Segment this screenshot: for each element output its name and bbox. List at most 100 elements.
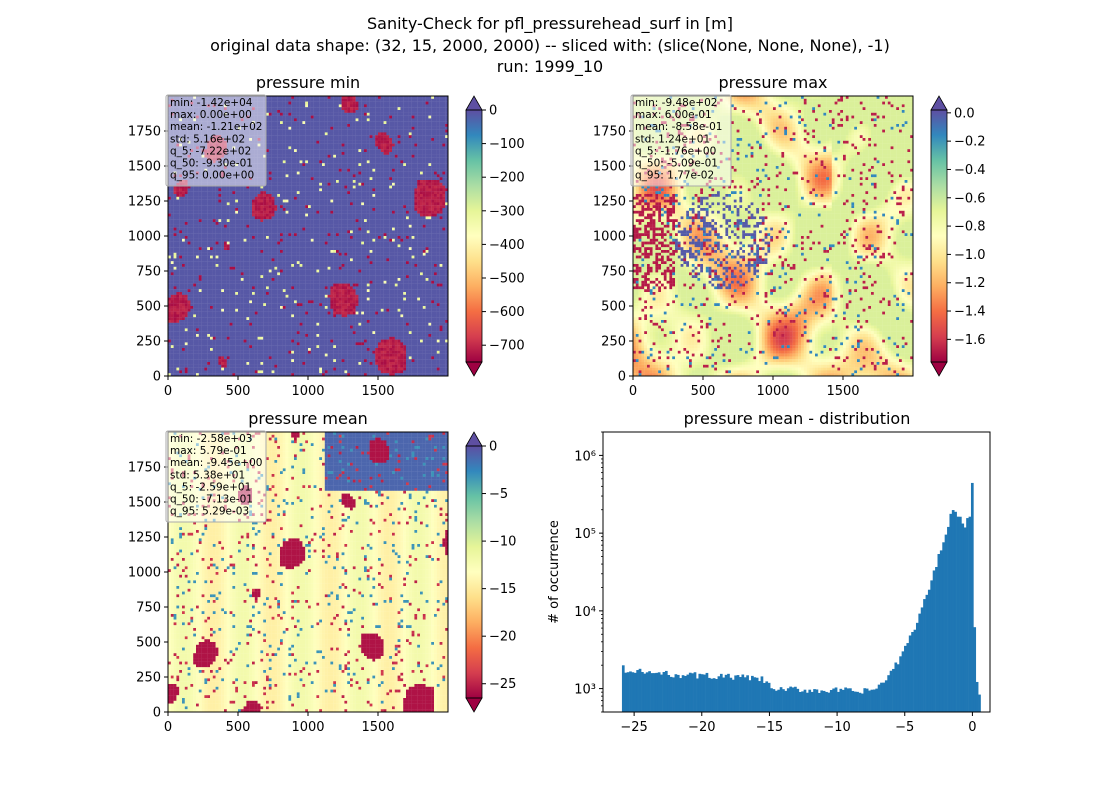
heatmap-cell <box>294 213 297 217</box>
heatmap-cell <box>366 154 370 158</box>
heatmap-cell <box>296 210 300 214</box>
heatmap-cell <box>445 208 448 211</box>
heatmap-cell <box>285 121 289 125</box>
heatmap-cell <box>383 213 387 217</box>
heatmap-cell <box>352 157 356 161</box>
heatmap-cell <box>296 163 300 167</box>
heatmap-cell <box>358 121 362 125</box>
heatmap-cell <box>288 174 292 178</box>
heatmap-cell <box>425 129 429 133</box>
heatmap-cell <box>394 110 398 113</box>
heatmap-cell <box>299 168 303 172</box>
heatmap-cell <box>324 199 328 203</box>
heatmap-cell <box>215 188 219 192</box>
heatmap-cell <box>229 219 233 223</box>
heatmap-cell <box>436 177 440 181</box>
heatmap-cell <box>442 166 446 169</box>
heatmap-cell <box>333 194 337 197</box>
heatmap-cell <box>268 168 272 172</box>
heatmap-cell <box>338 216 342 220</box>
heatmap-cell <box>366 227 370 231</box>
heatmap-cell <box>425 196 429 200</box>
heatmap-cell <box>308 191 311 195</box>
heatmap-cell <box>445 143 448 147</box>
heatmap-cell <box>445 121 448 125</box>
heatmap-cell <box>434 96 437 99</box>
heatmap-cell <box>355 233 359 237</box>
heatmap-cell <box>310 180 314 183</box>
heatmap-cell <box>280 196 283 200</box>
heatmap-cell <box>408 174 412 178</box>
heatmap-cell <box>274 166 278 169</box>
heatmap-cell <box>428 110 432 113</box>
heatmap-cell <box>299 163 303 167</box>
heatmap-cell <box>422 135 426 139</box>
heatmap-cell <box>330 168 334 172</box>
heatmap-cell <box>428 205 432 209</box>
heatmap-cell <box>274 154 278 158</box>
heatmap-cell <box>336 152 339 155</box>
heatmap-cell <box>378 126 381 130</box>
heatmap-cell <box>422 104 426 108</box>
heatmap-cell <box>291 174 295 178</box>
heatmap-cell <box>170 233 174 237</box>
heatmap-cell <box>422 143 426 147</box>
heatmap-cell <box>366 98 370 102</box>
heatmap-cell <box>319 146 323 150</box>
heatmap-cell <box>319 222 323 225</box>
heatmap-cell <box>436 143 440 147</box>
heatmap-cell <box>176 188 180 192</box>
heatmap-cell <box>445 227 448 231</box>
heatmap-cell <box>193 210 197 214</box>
heatmap-cell <box>327 219 331 223</box>
heatmap-cell <box>280 210 283 214</box>
heatmap-cell <box>347 194 351 197</box>
heatmap-cell <box>243 191 247 195</box>
heatmap-cell <box>310 205 314 209</box>
heatmap-cell <box>224 219 227 223</box>
heatmap-cell <box>263 227 267 231</box>
heatmap-cell <box>226 202 230 206</box>
heatmap-cell <box>296 196 300 200</box>
heatmap-cell <box>350 152 353 155</box>
heatmap-cell <box>277 196 281 200</box>
heatmap-cell <box>313 210 317 214</box>
heatmap-cell <box>308 177 311 181</box>
heatmap-cell <box>229 205 233 209</box>
heatmap-cell <box>271 219 275 223</box>
heatmap-cell <box>308 101 311 105</box>
heatmap-cell <box>372 104 376 108</box>
heatmap-cell <box>243 202 247 206</box>
heatmap-cell <box>294 166 297 169</box>
heatmap-cell <box>333 219 337 223</box>
heatmap-cell <box>201 227 205 231</box>
heatmap-cell <box>394 230 398 234</box>
heatmap-cell <box>403 199 407 203</box>
heatmap-cell <box>249 185 253 189</box>
heatmap-cell <box>380 112 384 116</box>
heatmap-cell <box>397 121 401 125</box>
heatmap-cell <box>198 222 202 225</box>
heatmap-cell <box>252 185 255 189</box>
heatmap-cell <box>352 101 356 105</box>
heatmap-cell <box>383 96 387 99</box>
heatmap-cell <box>397 191 401 195</box>
heatmap-cell <box>355 121 359 125</box>
heatmap-cell <box>260 199 264 203</box>
heatmap-cell <box>294 174 297 178</box>
heatmap-cell <box>375 191 379 195</box>
heatmap-cell <box>274 222 278 225</box>
heatmap-cell <box>333 143 337 147</box>
heatmap-cell <box>347 219 351 223</box>
heatmap-cell <box>226 188 230 192</box>
heatmap-cell <box>406 140 409 144</box>
heatmap-cell <box>310 199 314 203</box>
heatmap-cell <box>336 107 339 111</box>
heatmap-cell <box>411 191 415 195</box>
heatmap-cell <box>324 202 328 206</box>
heatmap-cell <box>436 174 440 178</box>
heatmap-cell <box>215 205 219 209</box>
heatmap-cell <box>316 112 320 116</box>
heatmap-cell <box>392 121 395 125</box>
heatmap-cell <box>336 121 339 125</box>
